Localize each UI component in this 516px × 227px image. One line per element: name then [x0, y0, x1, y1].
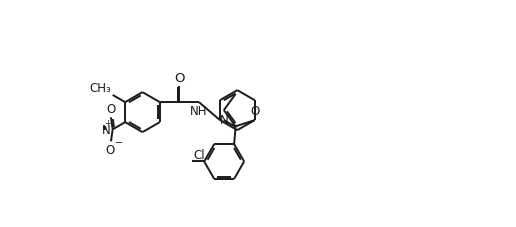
Text: +: + — [104, 118, 111, 127]
Text: O: O — [105, 144, 115, 157]
Text: −: − — [115, 137, 123, 147]
Text: O: O — [174, 72, 185, 84]
Text: NH: NH — [190, 104, 208, 117]
Text: •: • — [100, 123, 108, 136]
Text: CH₃: CH₃ — [89, 81, 111, 94]
Text: O: O — [106, 103, 116, 116]
Text: Cl: Cl — [194, 148, 205, 161]
Text: N: N — [102, 123, 111, 136]
Text: N: N — [220, 114, 229, 126]
Text: O: O — [250, 105, 260, 118]
